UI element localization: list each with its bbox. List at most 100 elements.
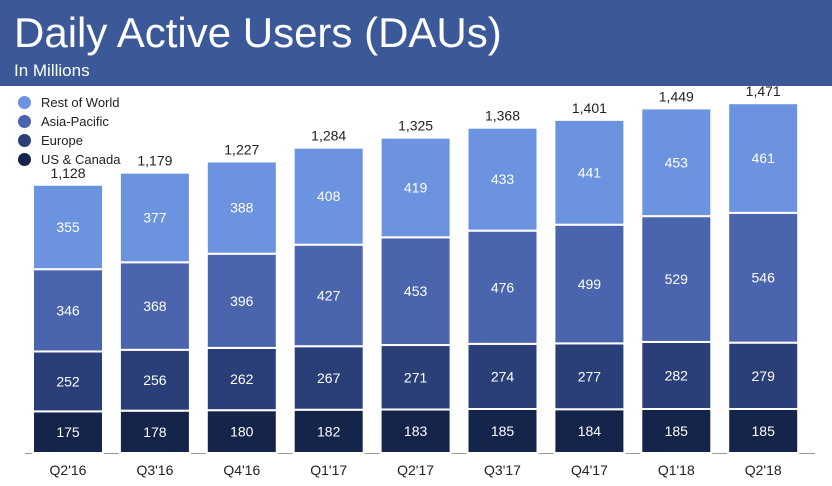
bar-segment: [118, 171, 191, 264]
bar-segment: [466, 342, 539, 411]
segment-value-label: 183: [404, 423, 428, 439]
bar-segment: [32, 410, 104, 455]
bar-segment: [379, 408, 452, 455]
segment-value-label: 453: [404, 283, 428, 299]
segment-value-label: 274: [491, 368, 515, 384]
legend-item-asia-pacific: Asia-Pacific: [18, 112, 121, 131]
bar-segment: [379, 136, 452, 239]
segment-value-label: 529: [665, 271, 689, 287]
segment-value-label: 182: [317, 423, 341, 439]
segment-value-label: 185: [752, 423, 776, 439]
x-tick-label: Q2'17: [397, 462, 434, 478]
total-value-label: 1,401: [572, 100, 607, 116]
total-value-label: 1,284: [311, 128, 346, 144]
bar-segment: [118, 348, 191, 412]
legend-item-us-canada: US & Canada: [18, 150, 121, 169]
segment-value-label: 441: [578, 164, 602, 180]
segment-value-label: 256: [143, 372, 167, 388]
segment-value-label: 175: [56, 424, 80, 440]
legend-swatch: [18, 134, 31, 147]
bar-segment: [205, 160, 278, 255]
legend-label: Rest of World: [41, 95, 120, 110]
x-tick-label: Q2'18: [745, 462, 782, 478]
bar-segment: [466, 126, 539, 232]
bar-segment: [553, 118, 626, 226]
segment-value-label: 252: [56, 373, 80, 389]
segment-value-label: 499: [578, 276, 602, 292]
header-banner: Daily Active Users (DAUs) In Millions: [0, 0, 832, 86]
page-title: Daily Active Users (DAUs): [14, 9, 502, 56]
bar-segment: [640, 340, 713, 411]
legend-swatch: [18, 153, 31, 166]
segment-value-label: 476: [491, 279, 515, 295]
page-subtitle: In Millions: [14, 61, 90, 80]
segment-value-label: 185: [491, 423, 515, 439]
bar-segment: [292, 146, 365, 246]
segment-value-label: 453: [665, 154, 689, 170]
legend-item-rest-of-world: Rest of World: [18, 93, 121, 112]
total-value-label: 1,128: [50, 165, 85, 181]
bar-segment: [32, 183, 104, 271]
bar-segment: [640, 107, 713, 218]
bar-segment: [640, 215, 713, 343]
segment-value-label: 433: [491, 171, 515, 187]
segment-value-label: 271: [404, 369, 428, 385]
bar-segment: [727, 341, 800, 411]
x-tick-label: Q2'16: [50, 462, 87, 478]
segment-value-label: 346: [56, 302, 80, 318]
segment-value-label: 388: [230, 200, 254, 216]
segment-value-label: 184: [578, 423, 602, 439]
total-value-label: 1,179: [137, 153, 172, 169]
bar-segment: [292, 243, 365, 348]
bar-segment: [379, 344, 452, 411]
legend-label: Europe: [41, 133, 83, 148]
segment-value-label: 377: [143, 209, 167, 225]
segment-value-label: 419: [404, 179, 428, 195]
segment-value-label: 267: [317, 370, 341, 386]
bar-segment: [466, 229, 539, 345]
segment-value-label: 180: [230, 424, 254, 440]
total-value-label: 1,449: [659, 88, 694, 104]
bar-segment: [292, 345, 365, 411]
segment-value-label: 279: [752, 368, 776, 384]
x-tick-label: Q4'17: [571, 462, 608, 478]
segment-value-label: 282: [665, 367, 689, 383]
segment-value-label: 461: [752, 150, 776, 166]
x-tick-label: Q3'16: [136, 462, 173, 478]
bar-segment: [205, 252, 278, 349]
bar-segment: [379, 236, 452, 347]
segment-value-label: 355: [56, 219, 80, 235]
bar-segment: [118, 409, 191, 454]
legend-swatch: [18, 96, 31, 109]
total-value-label: 1,325: [398, 118, 433, 134]
x-tick-label: Q3'17: [484, 462, 521, 478]
legend-item-europe: Europe: [18, 131, 121, 150]
x-tick-label: Q1'18: [658, 462, 695, 478]
segment-value-label: 408: [317, 188, 341, 204]
total-value-label: 1,227: [224, 141, 259, 157]
segment-value-label: 277: [578, 368, 602, 384]
bar-segment: [32, 268, 104, 353]
segment-value-label: 396: [230, 293, 254, 309]
segment-value-label: 427: [317, 287, 341, 303]
bar-segment: [553, 342, 626, 411]
bar-segment: [205, 409, 278, 455]
legend-swatch: [18, 115, 31, 128]
bar-segment: [553, 408, 626, 455]
segment-value-label: 368: [143, 298, 167, 314]
bar-segment: [727, 102, 800, 214]
x-tick-label: Q1'17: [310, 462, 347, 478]
chart-legend: Rest of World Asia-Pacific Europe US & C…: [18, 93, 121, 169]
total-value-label: 1,368: [485, 108, 520, 124]
segment-value-label: 178: [143, 424, 167, 440]
segment-value-label: 262: [230, 371, 254, 387]
segment-value-label: 546: [752, 270, 776, 286]
x-tick-label: Q4'16: [223, 462, 260, 478]
legend-label: US & Canada: [41, 152, 121, 167]
segment-value-label: 185: [665, 423, 689, 439]
bar-segment: [727, 211, 800, 344]
bar-segment: [118, 261, 191, 351]
total-value-label: 1,471: [746, 83, 781, 99]
legend-label: Asia-Pacific: [41, 114, 109, 129]
